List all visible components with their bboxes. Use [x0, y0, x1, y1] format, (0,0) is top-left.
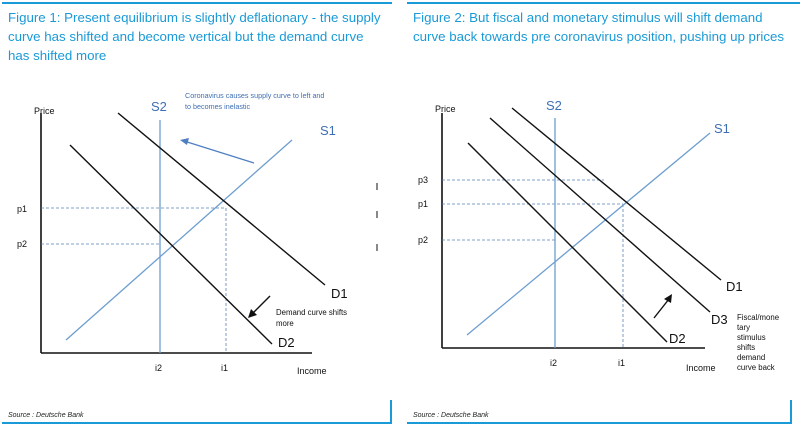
supply-shift-arrow — [183, 140, 255, 164]
stimulus-annotation-line-6: curve back — [737, 363, 775, 372]
stimulus-annotation-line-1: Fiscal/mone — [737, 313, 779, 322]
supply-curve-s1 — [65, 139, 293, 341]
figure-1-source-rule — [2, 400, 392, 424]
supply-annotation-line-1: Coronavirus causes supply curve to left … — [185, 91, 324, 100]
label-i2: i2 — [155, 363, 162, 373]
figure-2-source-rule — [407, 400, 792, 424]
label-d3: D3 — [711, 312, 728, 327]
label-d1: D1 — [726, 279, 743, 294]
label-i1: i1 — [618, 358, 625, 368]
figure-1-source: Source : Deutsche Bank — [8, 412, 84, 419]
demand-curve-d1 — [511, 107, 722, 281]
figure-2-diagram: Price Income S2 S1 D1 D3 D2 p3 p1 p2 i2 … — [418, 98, 779, 373]
demand-annotation-line-1: Demand curve shifts — [276, 308, 347, 317]
label-i2: i2 — [550, 358, 557, 368]
stimulus-annotation-line-4: shifts — [737, 343, 755, 352]
y-axis-label: Price — [34, 106, 55, 116]
label-d2: D2 — [278, 335, 295, 350]
label-s1: S1 — [320, 123, 336, 138]
figure-1-diagram: Price Income S2 S1 D1 D2 p1 p2 i2 i1 Cor… — [17, 91, 378, 376]
label-p3: p3 — [418, 175, 428, 185]
figure-2-source: Source : Deutsche Bank — [413, 412, 489, 419]
stimulus-annotation-line-5: demand — [737, 353, 765, 362]
stimulus-annotation-line-2: tary — [737, 323, 750, 332]
figure-1-title: Figure 1: Present equilibrium is slightl… — [8, 10, 381, 63]
demand-curve-d1 — [117, 112, 326, 286]
figure-1-title-box: Figure 1: Present equilibrium is slightl… — [2, 2, 392, 65]
label-p2: p2 — [17, 239, 27, 249]
demand-shift-arrow — [251, 295, 271, 315]
stimulus-annotation-line-3: stimulus — [737, 333, 766, 342]
stimulus-shift-arrowhead — [664, 294, 672, 303]
label-s1: S1 — [714, 121, 730, 136]
demand-shift-arrowhead — [248, 309, 257, 318]
figure-1-panel: Figure 1: Present equilibrium is slightl… — [0, 0, 392, 433]
figure-2-title-box: Figure 2: But fiscal and monetary stimul… — [407, 2, 800, 46]
y-axis-label: Price — [435, 104, 456, 114]
stimulus-shift-arrow — [653, 298, 670, 319]
supply-shift-arrowhead — [180, 138, 189, 145]
x-axis-label: Income — [686, 363, 716, 373]
figure-2-title: Figure 2: But fiscal and monetary stimul… — [413, 10, 785, 44]
demand-curve-d3 — [489, 117, 711, 313]
label-d2: D2 — [669, 331, 686, 346]
label-i1: i1 — [221, 363, 228, 373]
label-d1: D1 — [331, 286, 348, 301]
supply-annotation-line-2: to becomes inelastic — [185, 102, 251, 111]
demand-curve-d2 — [467, 142, 668, 343]
label-p1: p1 — [17, 204, 27, 214]
label-p1: p1 — [418, 199, 428, 209]
label-s2: S2 — [546, 98, 562, 113]
label-p2: p2 — [418, 235, 428, 245]
label-s2: S2 — [151, 99, 167, 114]
demand-curve-d2 — [69, 144, 273, 345]
figure-2-panel: Figure 2: But fiscal and monetary stimul… — [405, 0, 800, 433]
demand-annotation-line-2: more — [276, 319, 294, 328]
supply-curve-s1 — [466, 132, 711, 336]
x-axis-label: Income — [297, 366, 327, 376]
